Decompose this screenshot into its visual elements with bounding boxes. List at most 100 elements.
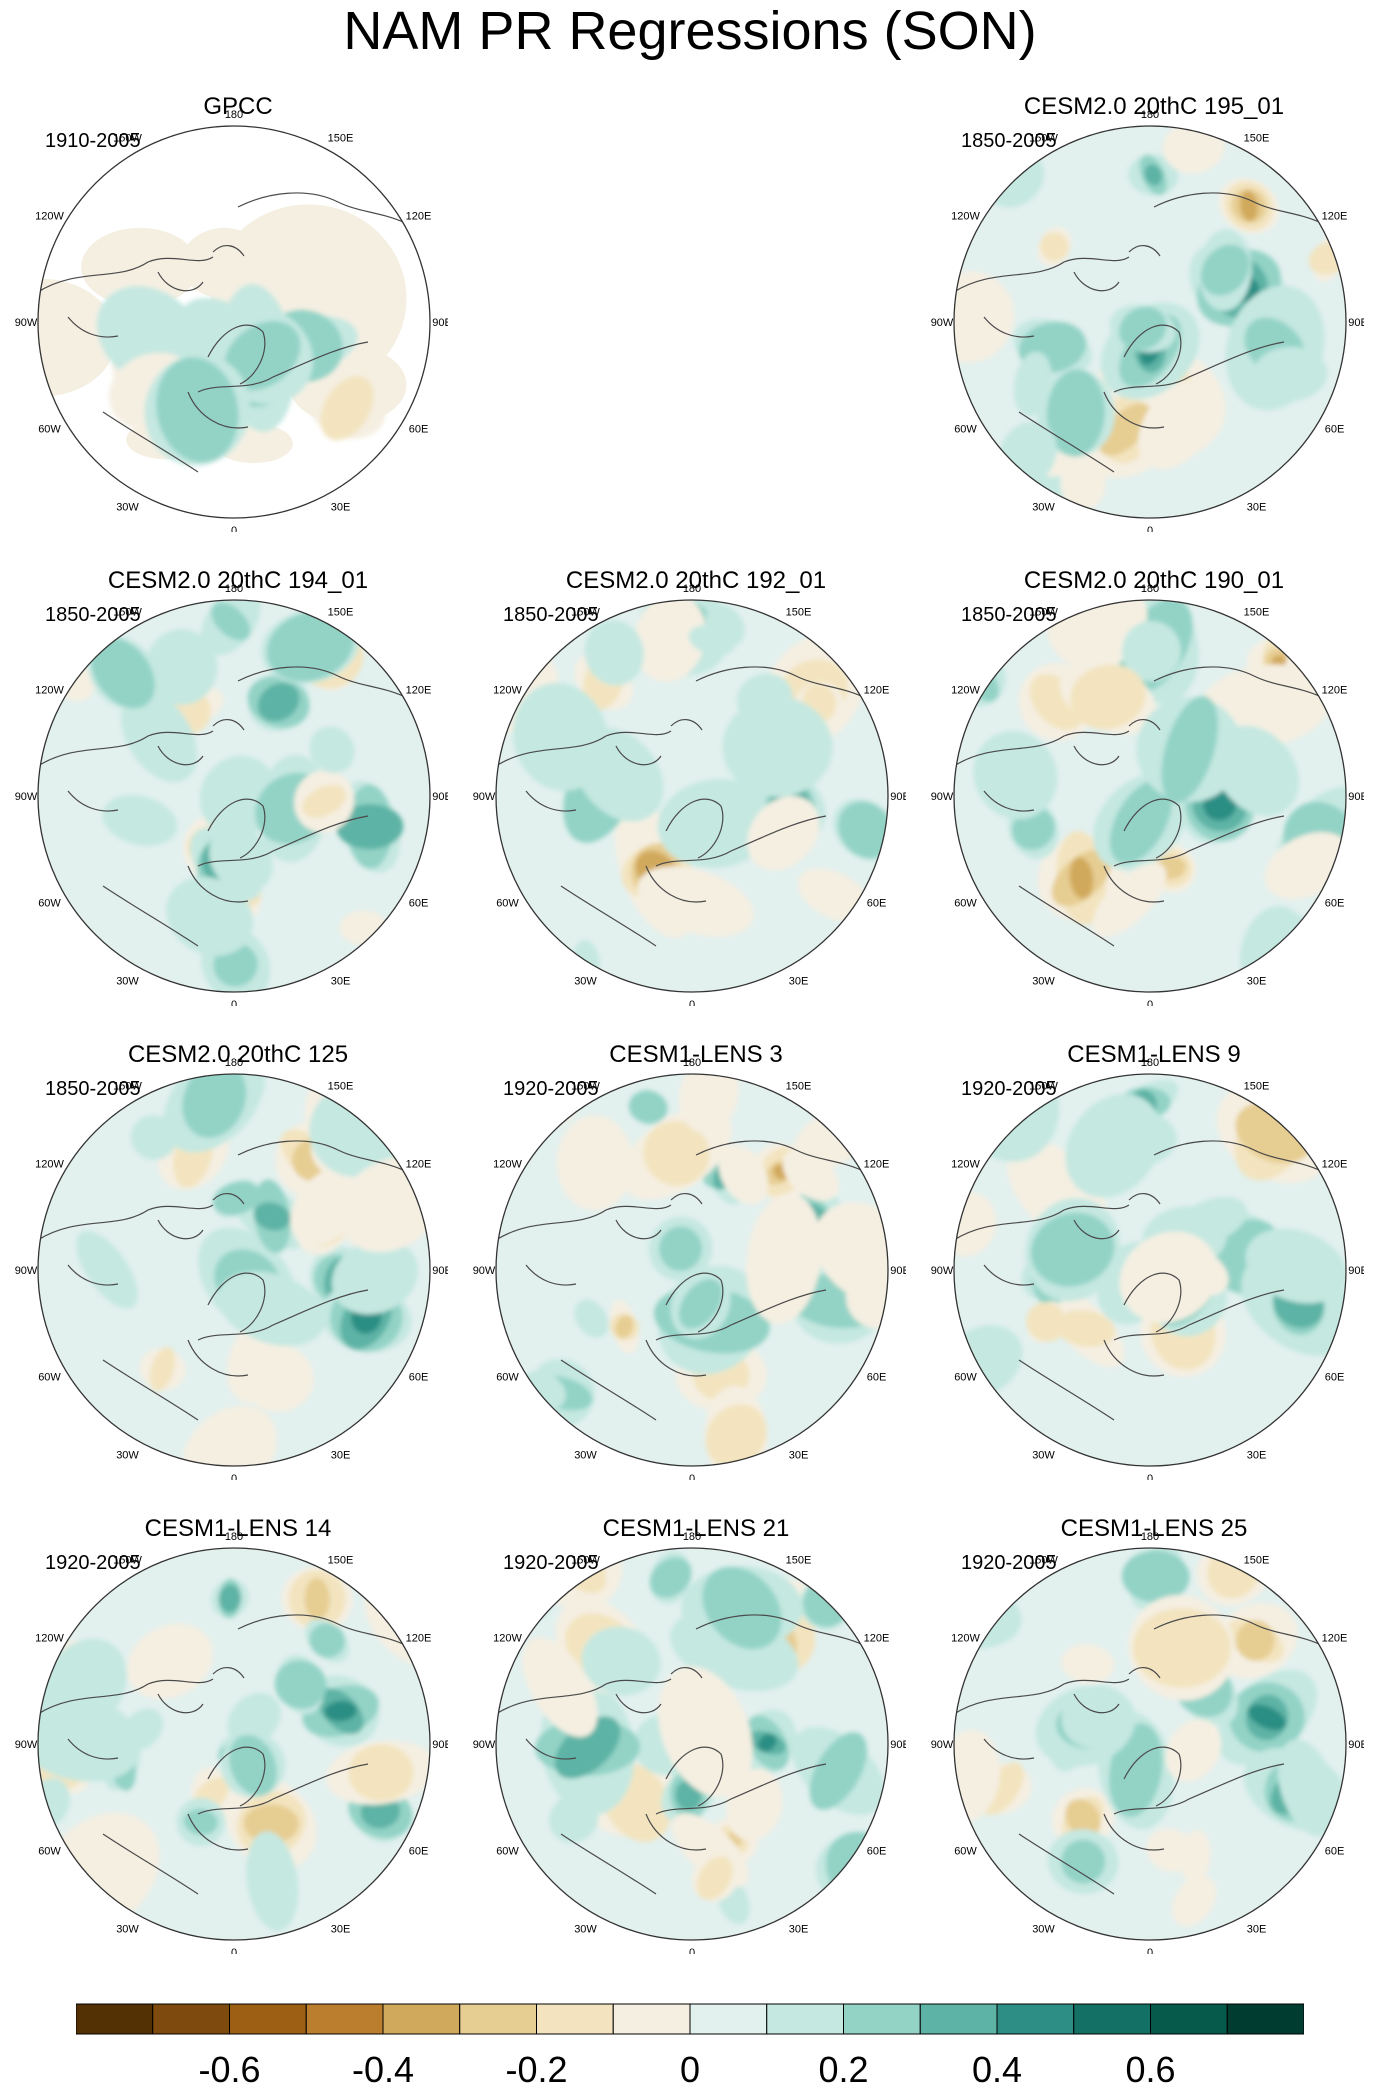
- positive-anomaly: [229, 1734, 277, 1796]
- panel-period: 1910-2005: [45, 130, 141, 152]
- coastline: [237, 192, 404, 223]
- longitude-label: 0: [1147, 525, 1153, 532]
- longitude-label: 30E: [789, 1450, 809, 1462]
- polar-map: 180 150E 120E 90E 60E 30E 0 30W 60W 90W 120W 150W: [931, 1531, 1364, 1954]
- longitude-label: 180: [683, 1531, 701, 1543]
- map-boundary: [37, 1073, 431, 1467]
- map-panel: CESM1-LENS 9 1920-2005 180 150E 120E 90E 60E 30…: [924, 1040, 1364, 1480]
- longitude-label: 180: [225, 583, 243, 595]
- coastline: [212, 1667, 245, 1679]
- panel-period: 1850-2005: [45, 1078, 141, 1100]
- coastline: [645, 865, 707, 903]
- longitude-label: 30E: [331, 976, 351, 988]
- negative-anomaly: [339, 910, 388, 946]
- map-panel: CESM2.0 20thC 194_01 1850-2005 180 150E 120E…: [8, 566, 448, 1006]
- negative-anomaly: [954, 271, 1015, 363]
- longitude-label: 150W: [113, 607, 142, 619]
- longitude-label: 150E: [1244, 607, 1270, 619]
- positive-anomaly: [102, 795, 178, 846]
- longitude-label: 150W: [1029, 133, 1058, 145]
- coastline: [1018, 885, 1115, 947]
- coastline: [102, 885, 199, 947]
- coastline: [1113, 341, 1285, 393]
- coastline: [102, 1833, 199, 1895]
- panel-period: 1920-2005: [961, 1552, 1057, 1574]
- negative-anomaly: [658, 1666, 753, 1798]
- positive-anomaly: [212, 1181, 261, 1216]
- coastline: [102, 411, 199, 473]
- longitude-label: 120W: [493, 1159, 522, 1171]
- figure-title: NAM PR Regressions (SON): [343, 1, 1037, 61]
- polar-map: 180 150E 120E 90E 60E 30E 0 30W 60W 90W 120W 150W: [931, 1057, 1364, 1480]
- coastline: [665, 1746, 724, 1807]
- colorbar-swatch: [536, 2003, 614, 2035]
- negative-anomaly: [747, 795, 820, 871]
- longitude-label: 60E: [1325, 898, 1345, 910]
- negative-anomaly: [726, 1768, 783, 1842]
- map-panel: GPCC 1910-2005 180 150E 120E 90E 60E 30E 0 30W 60W…: [8, 92, 448, 532]
- longitude-label: 0: [231, 999, 237, 1006]
- coastline: [1128, 1193, 1161, 1205]
- positive-anomaly: [757, 1733, 777, 1752]
- longitude-label: 90W: [15, 791, 38, 803]
- positive-anomaly: [121, 690, 198, 783]
- colorbar-swatch: [1073, 2003, 1151, 2035]
- longitude-label: 90E: [432, 1739, 448, 1751]
- longitude-label: 30W: [1032, 502, 1055, 514]
- positive-anomaly: [496, 1565, 534, 1613]
- longitude-label: 150W: [571, 607, 600, 619]
- colorbar-swatch: [1150, 2003, 1228, 2035]
- polar-map: 180 150E 120E 90E 60E 30E 0 30W 60W 90W 120W 150W: [15, 109, 448, 532]
- positive-anomaly: [182, 1074, 247, 1138]
- map-boundary: [495, 1073, 889, 1467]
- longitude-label: 90E: [890, 1739, 906, 1751]
- coastline: [67, 316, 119, 338]
- longitude-label: 0: [689, 999, 695, 1006]
- negative-anomaly: [304, 1578, 330, 1621]
- panel-title: CESM1-LENS 3: [609, 1041, 783, 1068]
- coastline: [67, 790, 119, 812]
- map-boundary: [495, 1547, 889, 1941]
- longitude-label: 150E: [1244, 133, 1270, 145]
- longitude-label: 90W: [15, 1265, 38, 1277]
- coastline: [237, 666, 404, 697]
- longitude-label: 30W: [574, 1450, 597, 1462]
- panel-title: CESM2.0 20thC 195_01: [1023, 93, 1285, 120]
- longitude-label: 120E: [1322, 211, 1348, 223]
- coastline: [695, 666, 862, 697]
- map-panel: CESM2.0 20thC 190_01 1850-2005 180 150E 120E…: [924, 566, 1364, 1006]
- coastline: [187, 1813, 249, 1851]
- negative-anomaly: [1138, 379, 1217, 470]
- panel-title: CESM2.0 20thC 190_01: [1023, 567, 1285, 594]
- positive-anomaly: [549, 1793, 599, 1843]
- positive-anomaly: [809, 1732, 867, 1810]
- coastline: [525, 1738, 577, 1760]
- coastline: [1123, 798, 1182, 859]
- colorbar-swatch: [843, 2003, 921, 2035]
- negative-anomaly: [243, 1804, 299, 1844]
- longitude-label: 90W: [931, 791, 954, 803]
- coastline: [38, 730, 214, 767]
- longitude-label: 120E: [406, 685, 432, 697]
- map-panel: CESM2.0 20thC 192_01 1850-2005 180 150E 120E…: [466, 566, 906, 1006]
- coastline: [38, 1204, 214, 1241]
- negative-anomaly: [1069, 857, 1094, 899]
- positive-anomaly: [554, 1716, 621, 1779]
- map-boundary: [953, 1073, 1347, 1467]
- positive-anomaly: [1252, 346, 1328, 401]
- coastline: [38, 1678, 214, 1715]
- longitude-label: 30E: [331, 502, 351, 514]
- longitude-label: 30W: [574, 1924, 597, 1936]
- colorbar-tick-label: -0.6: [198, 2049, 261, 2090]
- longitude-label: 60W: [496, 1846, 519, 1858]
- longitude-label: 90W: [931, 1739, 954, 1751]
- longitude-label: 150W: [113, 1081, 142, 1093]
- longitude-label: 180: [1141, 109, 1159, 121]
- longitude-label: 30W: [1032, 976, 1055, 988]
- longitude-label: 150W: [1029, 1555, 1058, 1567]
- polar-map: 180 150E 120E 90E 60E 30E 0 30W 60W 90W 120W 150W: [15, 1057, 448, 1480]
- longitude-label: 150W: [571, 1081, 600, 1093]
- panel-period: 1920-2005: [45, 1552, 141, 1574]
- longitude-label: 30E: [789, 976, 809, 988]
